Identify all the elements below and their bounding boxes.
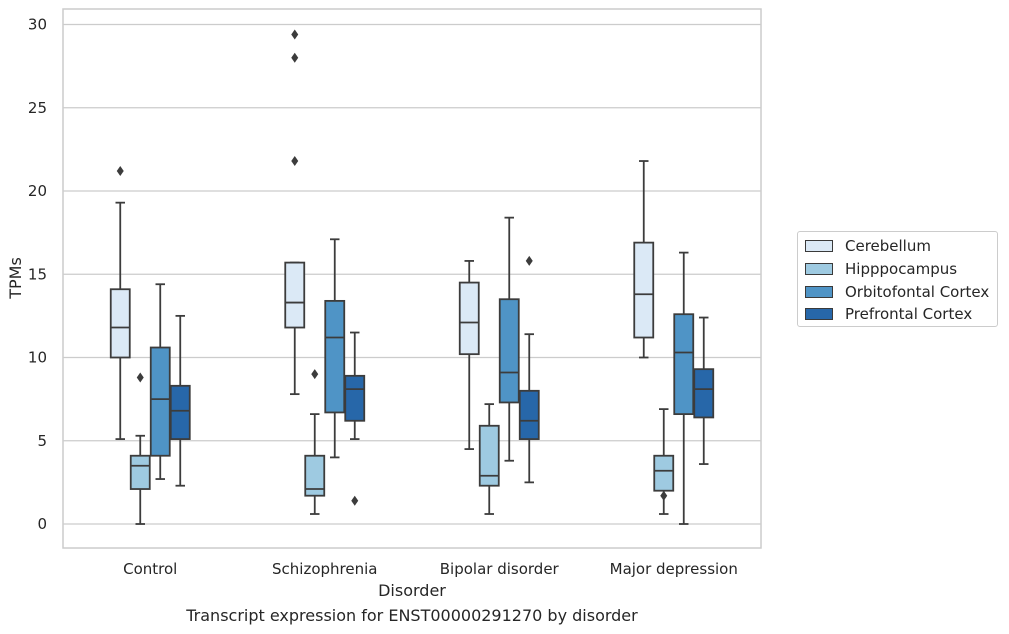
plot-frame [62, 8, 762, 549]
outlier-cerebellum-schizophrenia-0 [291, 156, 299, 167]
box-hipppocampus-schizophrenia [304, 369, 326, 515]
outlier-cerebellum-control-0 [116, 166, 124, 177]
box-orbitofontal-cortex-major-depression [673, 251, 695, 525]
iqr-box-orbitofontal-cortex-control [149, 346, 171, 457]
legend-label-orbitofrontal-cortex: Orbitofontal Cortex [845, 282, 990, 301]
iqr-box-orbitofontal-cortex-major-depression [673, 313, 695, 416]
outlier-hipppocampus-control-0 [136, 372, 144, 383]
iqr-box-hipppocampus-schizophrenia [304, 454, 326, 497]
box-cerebellum-control [109, 166, 131, 440]
box-prefrontal-cortex-control [169, 314, 191, 487]
box-orbitofontal-cortex-bipolar-disorder [498, 216, 520, 462]
x-axis-ticks: Control Schizophrenia Bipolar disorder Majo… [123, 560, 738, 578]
y-tick-label-25: 25 [28, 99, 47, 117]
box-orbitofontal-cortex-schizophrenia [324, 238, 346, 459]
iqr-box-cerebellum-major-depression [633, 241, 655, 339]
outlier-hipppocampus-major-depression-0 [660, 490, 668, 501]
x-tick-label-control: Control [123, 560, 177, 578]
y-axis-label: TPMs [6, 257, 25, 300]
legend-swatch-prefrontal-cortex [805, 308, 833, 321]
y-axis-ticks: 0 5 10 15 20 25 30 [28, 16, 47, 534]
legend: Cerebellum Hipppocampus Orbitofontal Cor… [797, 231, 998, 327]
iqr-box-prefrontal-cortex-control [169, 384, 191, 440]
iqr-box-orbitofontal-cortex-schizophrenia [324, 299, 346, 414]
iqr-box-hipppocampus-major-depression [653, 454, 675, 492]
iqr-box-prefrontal-cortex-major-depression [693, 368, 715, 419]
outlier-cerebellum-schizophrenia-1 [291, 52, 299, 63]
y-tick-label-10: 10 [28, 349, 47, 367]
legend-item-hippocampus: Hipppocampus [805, 258, 997, 281]
y-tick-label-20: 20 [28, 182, 47, 200]
box-hipppocampus-bipolar-disorder [478, 403, 500, 515]
legend-label-hippocampus: Hipppocampus [845, 260, 958, 279]
figure-caption: Transcript expression for ENST0000029127… [186, 606, 638, 625]
legend-swatch-orbitofrontal-cortex [805, 285, 833, 298]
legend-item-cerebellum: Cerebellum [805, 235, 997, 258]
iqr-box-prefrontal-cortex-schizophrenia [344, 374, 366, 422]
iqr-box-cerebellum-control [109, 288, 131, 359]
iqr-box-hipppocampus-bipolar-disorder [478, 424, 500, 487]
legend-item-orbitofrontal-cortex: Orbitofontal Cortex [805, 280, 997, 303]
y-tick-label-5: 5 [37, 432, 47, 450]
legend-label-prefrontal-cortex: Prefrontal Cortex [845, 305, 973, 324]
y-tick-label-15: 15 [28, 265, 47, 283]
outlier-prefrontal-cortex-bipolar-disorder-0 [525, 255, 533, 266]
box-prefrontal-cortex-major-depression [693, 316, 715, 465]
box-prefrontal-cortex-schizophrenia [344, 331, 366, 506]
outlier-cerebellum-schizophrenia-2 [291, 29, 299, 40]
x-tick-label-schizophrenia: Schizophrenia [272, 560, 377, 578]
plot-boxes [109, 29, 715, 525]
x-tick-label-bipolar-disorder: Bipolar disorder [440, 560, 560, 578]
legend-item-prefrontal-cortex: Prefrontal Cortex [805, 303, 997, 326]
x-axis-label: Disorder [378, 581, 446, 600]
y-tick-label-30: 30 [28, 16, 47, 34]
box-hipppocampus-major-depression [653, 408, 675, 515]
iqr-box-hipppocampus-control [129, 454, 151, 490]
box-cerebellum-major-depression [633, 160, 655, 359]
x-tick-label-major-depression: Major depression [610, 560, 738, 578]
legend-label-cerebellum: Cerebellum [845, 237, 931, 256]
box-prefrontal-cortex-bipolar-disorder [518, 255, 540, 484]
box-orbitofontal-cortex-control [149, 283, 171, 480]
iqr-box-prefrontal-cortex-bipolar-disorder [518, 389, 540, 440]
outlier-hipppocampus-schizophrenia-0 [311, 369, 319, 380]
iqr-box-cerebellum-schizophrenia [284, 261, 306, 329]
iqr-box-orbitofontal-cortex-bipolar-disorder [498, 298, 520, 404]
legend-swatch-hippocampus [805, 263, 833, 276]
iqr-box-cerebellum-bipolar-disorder [458, 281, 480, 356]
legend-swatch-cerebellum [805, 240, 833, 253]
box-cerebellum-bipolar-disorder [458, 260, 480, 450]
box-hipppocampus-control [129, 372, 151, 525]
box-cerebellum-schizophrenia [284, 29, 306, 396]
y-tick-label-0: 0 [37, 515, 47, 533]
outlier-prefrontal-cortex-schizophrenia-0 [351, 495, 359, 506]
gridlines [63, 23, 761, 525]
